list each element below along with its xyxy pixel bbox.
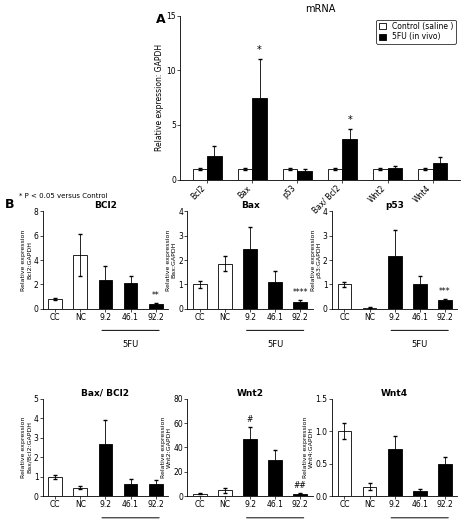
- Bar: [207, 156, 222, 180]
- Bar: [363, 487, 376, 496]
- Bar: [413, 491, 427, 496]
- Bar: [413, 285, 427, 309]
- Title: Bax/ BCl2: Bax/ BCl2: [82, 389, 129, 398]
- Bar: [418, 168, 433, 180]
- Y-axis label: Relative expression
p53:GAPDH: Relative expression p53:GAPDH: [310, 229, 321, 291]
- Text: #: #: [247, 415, 253, 424]
- Title: Wnt4: Wnt4: [381, 389, 408, 398]
- Bar: [124, 484, 137, 496]
- Bar: [388, 167, 402, 180]
- Title: p53: p53: [385, 201, 404, 211]
- Text: ##: ##: [294, 482, 307, 491]
- Bar: [297, 171, 312, 180]
- Bar: [218, 490, 232, 496]
- Bar: [283, 168, 297, 180]
- Bar: [193, 285, 207, 309]
- Text: ***: ***: [439, 287, 451, 296]
- Bar: [337, 431, 351, 496]
- Bar: [433, 163, 447, 180]
- Bar: [73, 487, 87, 496]
- Bar: [238, 168, 252, 180]
- Bar: [293, 494, 307, 496]
- Bar: [193, 494, 207, 496]
- Y-axis label: Relative expression
Bax:GAPDH: Relative expression Bax:GAPDH: [166, 229, 177, 291]
- Text: *: *: [257, 45, 262, 55]
- Title: BCl2: BCl2: [94, 201, 117, 211]
- Text: 5FU: 5FU: [267, 340, 283, 349]
- Title: Wnt2: Wnt2: [237, 389, 264, 398]
- Bar: [252, 98, 267, 180]
- Bar: [388, 449, 401, 496]
- Bar: [328, 168, 343, 180]
- Legend: Control (saline ), 5FU (in vivo): Control (saline ), 5FU (in vivo): [376, 20, 456, 44]
- Bar: [293, 301, 307, 309]
- Title: mRNA: mRNA: [305, 4, 335, 14]
- Y-axis label: Relative expression: GAPDH: Relative expression: GAPDH: [155, 44, 164, 151]
- Y-axis label: Relative expression
Wnt4:GAPDH: Relative expression Wnt4:GAPDH: [303, 417, 314, 478]
- Y-axis label: Relative expression
Bcl2:GAPDH: Relative expression Bcl2:GAPDH: [21, 229, 32, 291]
- Bar: [388, 257, 401, 309]
- Bar: [268, 282, 282, 309]
- Text: **: **: [152, 291, 160, 300]
- Bar: [193, 168, 207, 180]
- Text: B: B: [5, 198, 14, 211]
- Bar: [438, 300, 452, 309]
- Bar: [243, 439, 257, 496]
- Text: 5FU: 5FU: [122, 340, 139, 349]
- Y-axis label: Relative expression
Wnt2:GAPDH: Relative expression Wnt2:GAPDH: [161, 417, 172, 478]
- Bar: [343, 139, 357, 180]
- Bar: [99, 280, 112, 309]
- Bar: [48, 299, 62, 309]
- Text: 5FU: 5FU: [411, 340, 428, 349]
- Text: ****: ****: [292, 288, 308, 297]
- Bar: [149, 304, 163, 309]
- Bar: [438, 464, 452, 496]
- Bar: [99, 444, 112, 496]
- Bar: [363, 308, 376, 309]
- Y-axis label: Relative expression
Bax/Bcl2:GAPDH: Relative expression Bax/Bcl2:GAPDH: [21, 417, 32, 478]
- Bar: [48, 477, 62, 496]
- Bar: [73, 255, 87, 309]
- Title: Bax: Bax: [241, 201, 259, 211]
- Bar: [243, 249, 257, 309]
- Bar: [268, 460, 282, 496]
- Text: *: *: [347, 115, 352, 125]
- Text: A: A: [156, 13, 166, 26]
- Bar: [124, 283, 137, 309]
- Bar: [373, 168, 388, 180]
- Bar: [149, 484, 163, 496]
- Bar: [337, 285, 351, 309]
- Bar: [218, 263, 232, 309]
- Text: * P < 0.05 versus Control: * P < 0.05 versus Control: [19, 193, 108, 199]
